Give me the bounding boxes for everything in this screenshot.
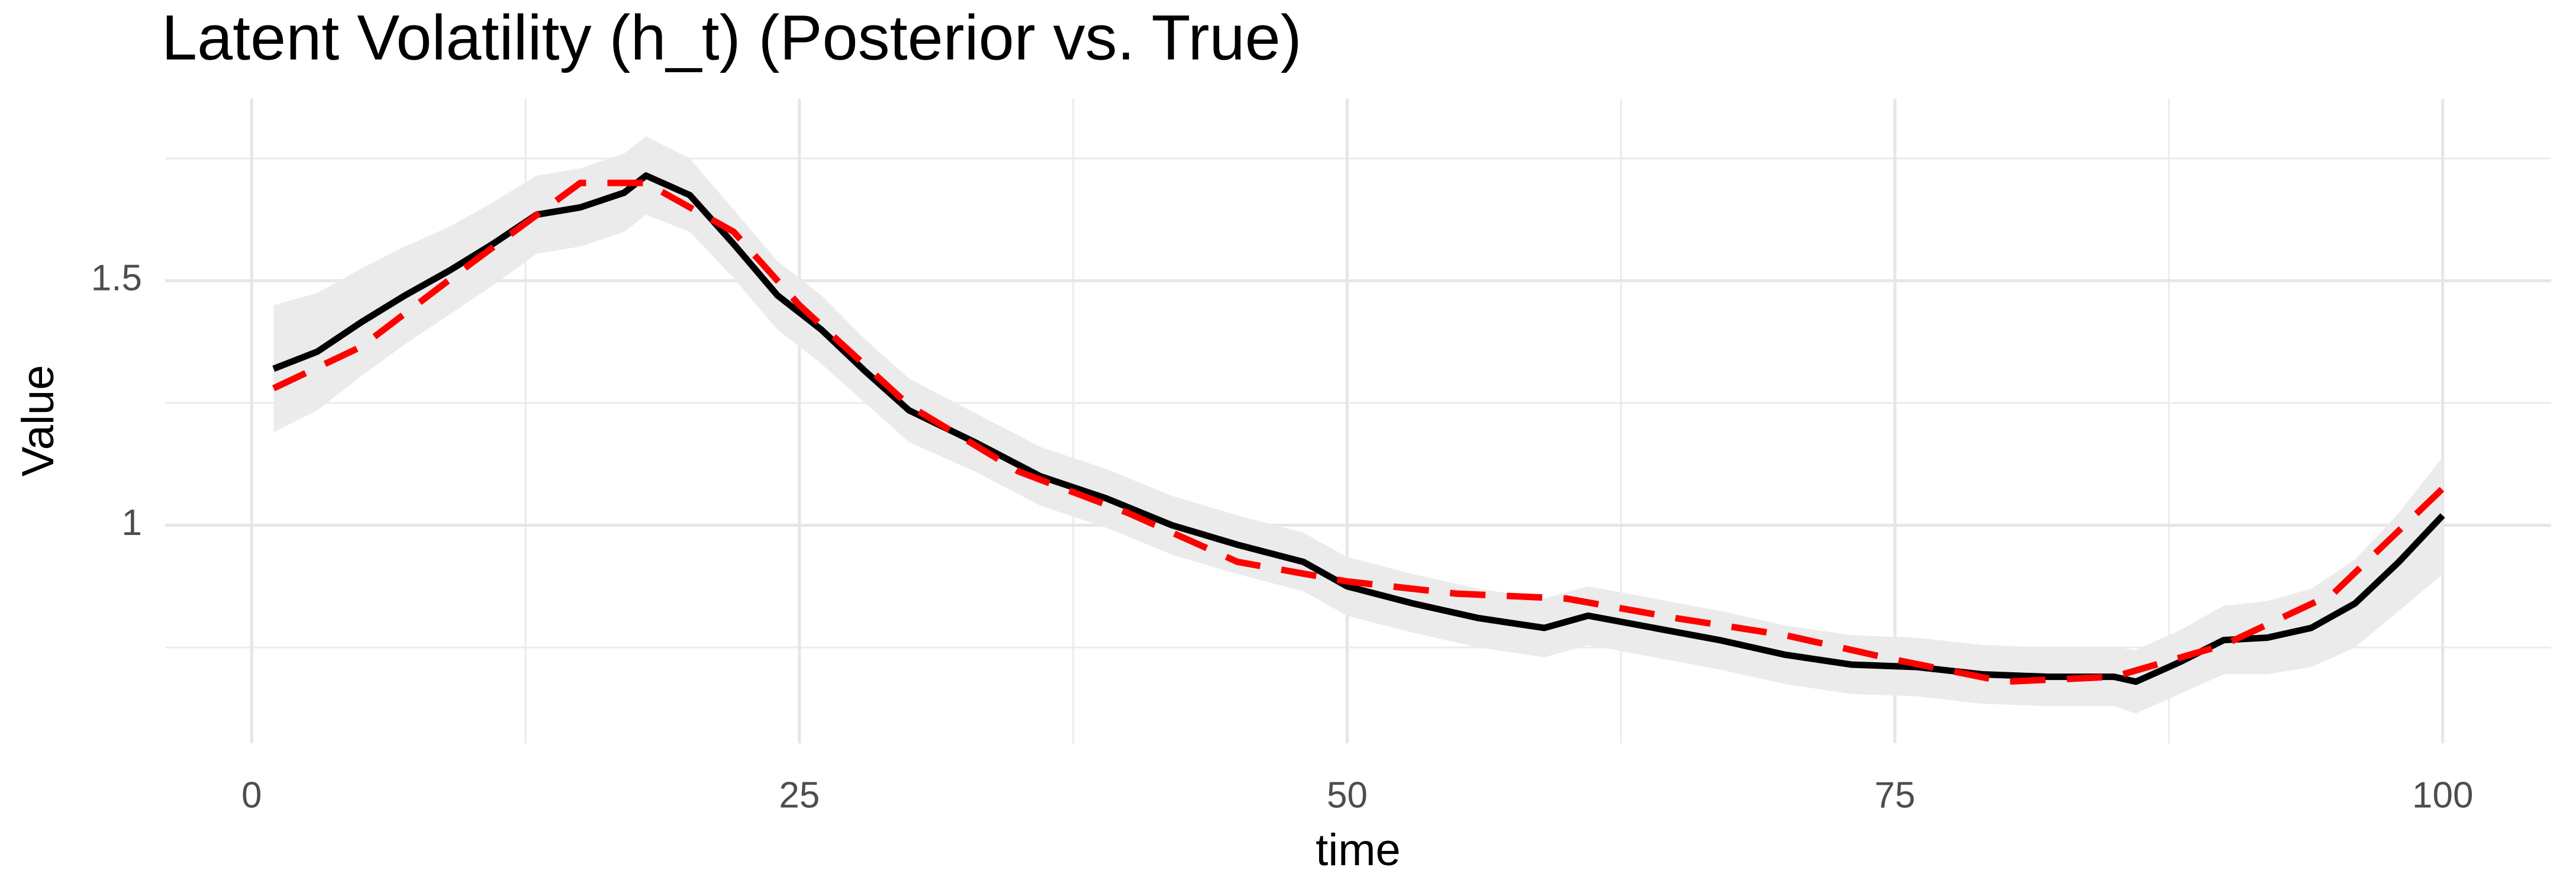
x-tick-label: 75 (1875, 775, 1916, 815)
chart-title: Latent Volatility (h_t) (Posterior vs. T… (162, 2, 1302, 73)
y-tick-label: 1 (122, 502, 142, 543)
x-tick-label: 100 (2412, 775, 2473, 815)
x-tick-label: 0 (241, 775, 262, 815)
credible-band (273, 136, 2443, 714)
true-line (272, 179, 2445, 685)
posterior-line (272, 172, 2445, 685)
x-axis-title: time (1316, 825, 1401, 875)
y-axis-title: Value (13, 365, 63, 477)
x-tick-label: 50 (1327, 775, 1368, 815)
y-tick-label: 1.5 (91, 258, 142, 299)
x-tick-label: 25 (779, 775, 820, 815)
